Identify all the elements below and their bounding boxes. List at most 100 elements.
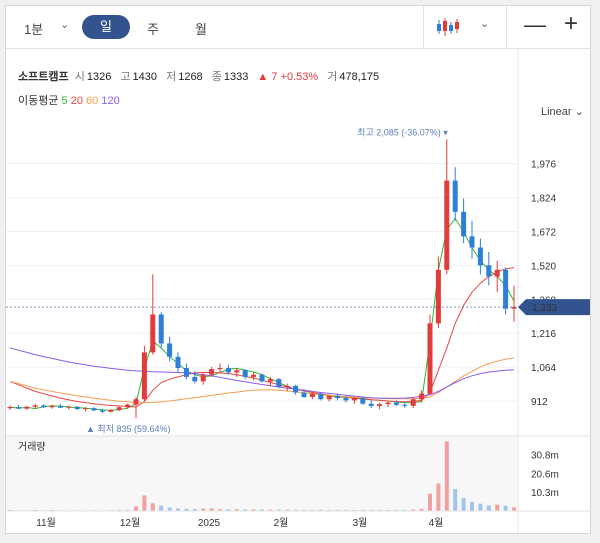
volume-bar bbox=[344, 509, 348, 511]
change-percent: +0.53% bbox=[280, 71, 319, 83]
tab-month[interactable]: 월 bbox=[195, 22, 207, 37]
volume-tick-label: 30.8m bbox=[531, 451, 559, 462]
zoom-out-button[interactable]: — bbox=[524, 12, 546, 37]
candle-body bbox=[83, 408, 89, 410]
candle-body bbox=[267, 379, 273, 382]
volume-bar bbox=[268, 509, 273, 511]
volume-bar bbox=[512, 507, 516, 511]
candle-body bbox=[66, 406, 72, 408]
candle-body bbox=[24, 406, 30, 409]
volume-bar bbox=[150, 503, 155, 511]
candle-body bbox=[183, 368, 189, 377]
candle-body bbox=[57, 405, 63, 408]
candle-body bbox=[259, 374, 265, 382]
volume-value: 478,175 bbox=[339, 71, 380, 83]
volume-bar bbox=[192, 508, 197, 511]
candle-body bbox=[309, 393, 315, 397]
x-tick-label: 2월 bbox=[274, 517, 289, 529]
candle-body bbox=[49, 405, 55, 408]
candle-body bbox=[175, 356, 181, 368]
candle-body bbox=[385, 402, 391, 405]
close-value: 1333 bbox=[223, 71, 249, 83]
chevron-down-icon[interactable]: ⌄ bbox=[60, 19, 70, 31]
candlestick-icon[interactable] bbox=[436, 16, 460, 38]
tab-week[interactable]: 주 bbox=[147, 22, 159, 37]
candle-body bbox=[209, 369, 215, 375]
x-tick-label: 4월 bbox=[429, 517, 444, 529]
candle-body bbox=[377, 404, 383, 406]
scale-select[interactable]: Linear ⌄ bbox=[541, 105, 584, 118]
chevron-down-icon[interactable]: ⌄ bbox=[480, 18, 490, 30]
zoom-in-button[interactable]: + bbox=[564, 10, 579, 37]
candle-body bbox=[511, 307, 517, 309]
volume-bar bbox=[125, 509, 130, 511]
ma-line-60 bbox=[9, 357, 515, 404]
price-chart[interactable]: 거래량 30.8m 20.6m 10.3m 11월 12월 2025 2월 3월 4월 1,976… bbox=[6, 6, 590, 533]
timeframe-select[interactable]: 1분 bbox=[24, 22, 44, 37]
candle-body bbox=[444, 180, 450, 270]
candle-body bbox=[343, 398, 349, 401]
candle-body bbox=[41, 405, 47, 408]
x-tick-label: 12월 bbox=[120, 517, 140, 529]
x-tick-label: 2025 bbox=[198, 518, 221, 529]
volume-bar bbox=[360, 509, 365, 511]
stock-name: 소프트캠프 bbox=[18, 71, 69, 83]
candle-body bbox=[225, 368, 231, 373]
price-tick-label: 912 bbox=[531, 397, 548, 408]
candle-body bbox=[469, 236, 475, 248]
high-label: 고 bbox=[120, 71, 131, 83]
high-annotation: 최고 2,085 (-36.07%) ▾ bbox=[357, 127, 448, 137]
ma-period-20[interactable]: 20 bbox=[70, 95, 83, 107]
volume-bar bbox=[478, 503, 483, 511]
candle-body bbox=[461, 211, 467, 237]
candle-body bbox=[326, 395, 332, 400]
volume-bar bbox=[218, 509, 222, 511]
candle-body bbox=[368, 403, 374, 406]
x-tick-label: 11월 bbox=[36, 517, 56, 529]
volume-bar bbox=[226, 509, 231, 511]
candle-body bbox=[242, 370, 248, 377]
volume-bar bbox=[453, 489, 458, 511]
volume-bar bbox=[234, 509, 239, 511]
candle-body bbox=[318, 393, 324, 400]
volume-bar bbox=[436, 483, 441, 511]
candle-body bbox=[158, 314, 164, 344]
candle-body bbox=[427, 323, 433, 394]
volume-bar bbox=[470, 501, 474, 511]
current-price-label: 1,333 bbox=[532, 303, 557, 314]
low-label: 저 bbox=[166, 71, 177, 83]
close-label: 종 bbox=[211, 71, 222, 83]
tab-day[interactable]: 일 bbox=[82, 15, 130, 39]
candle-body bbox=[419, 393, 425, 400]
volume-bar bbox=[310, 509, 315, 511]
volume-bar bbox=[167, 507, 172, 511]
price-tick-label: 1,216 bbox=[531, 329, 556, 340]
volume-tick-label: 10.3m bbox=[531, 488, 559, 499]
volume-bar bbox=[428, 493, 432, 511]
volume-bar bbox=[503, 505, 508, 511]
price-tick-label: 1,520 bbox=[531, 261, 556, 272]
candle-body bbox=[435, 269, 441, 324]
volume-bar bbox=[159, 505, 164, 511]
volume-label: 거 bbox=[327, 71, 338, 83]
candle-body bbox=[7, 407, 13, 409]
candle-body bbox=[410, 399, 416, 406]
candle-body bbox=[108, 409, 114, 412]
ma-period-120[interactable]: 120 bbox=[101, 95, 120, 107]
volume-bar bbox=[260, 509, 264, 511]
candle-body bbox=[99, 410, 105, 412]
ma-period-60[interactable]: 60 bbox=[86, 95, 99, 107]
volume-bar bbox=[33, 509, 38, 511]
candle-body bbox=[486, 265, 492, 277]
candle-body bbox=[293, 385, 299, 393]
candle-body bbox=[494, 269, 500, 277]
divider bbox=[506, 6, 507, 48]
volume-bar bbox=[335, 509, 340, 511]
price-tick-label: 1,064 bbox=[531, 363, 556, 374]
volume-bar bbox=[184, 508, 189, 511]
volume-bar bbox=[176, 508, 180, 511]
scale-label: Linear bbox=[541, 106, 572, 118]
ma-period-5[interactable]: 5 bbox=[61, 95, 68, 107]
candle-body bbox=[393, 402, 399, 405]
volume-bar bbox=[486, 505, 491, 511]
